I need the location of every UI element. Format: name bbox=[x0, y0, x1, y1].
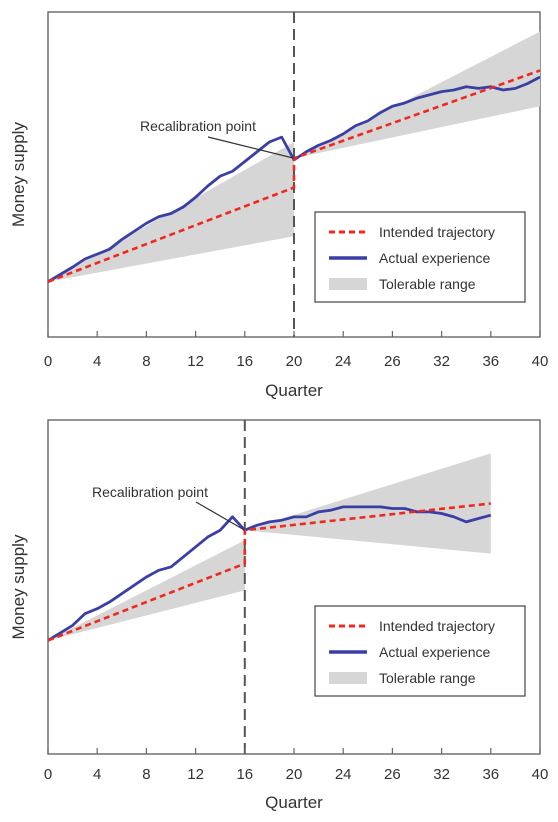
x-tick-label: 36 bbox=[482, 353, 499, 370]
x-tick-label: 0 bbox=[44, 766, 52, 783]
legend-label: Intended trajectory bbox=[379, 224, 495, 240]
x-tick-label: 24 bbox=[335, 766, 352, 783]
x-tick-label: 4 bbox=[93, 766, 101, 783]
x-tick-label: 12 bbox=[187, 766, 204, 783]
x-tick-label: 8 bbox=[142, 766, 150, 783]
x-tick-label: 8 bbox=[142, 353, 150, 370]
intended-trajectory-line bbox=[47, 502, 491, 642]
legend: Intended trajectory Actual experience Tole… bbox=[314, 211, 526, 303]
x-tick-label: 20 bbox=[286, 353, 303, 370]
y-axis-title: Money supply bbox=[9, 122, 28, 227]
x-axis-title: Quarter bbox=[265, 381, 323, 400]
legend-label: Tolerable range bbox=[379, 276, 476, 292]
x-tick-label: 16 bbox=[236, 766, 253, 783]
annotation-leader-line bbox=[195, 501, 246, 531]
legend-label: Tolerable range bbox=[379, 670, 476, 686]
actual-experience-line bbox=[47, 505, 492, 642]
recalibration-annotation: Recalibration point bbox=[140, 118, 256, 134]
legend-swatch-range bbox=[329, 672, 367, 684]
chart-panel-1: Recalibration point 0 4 8 12 16 20 24 26 32 36 40 Qu… bbox=[9, 11, 549, 400]
x-tick-label: 32 bbox=[433, 766, 450, 783]
x-tick-label: 26 bbox=[384, 353, 401, 370]
y-axis-title: Money supply bbox=[9, 534, 28, 639]
x-tick-label: 20 bbox=[286, 766, 303, 783]
x-tick-label: 40 bbox=[532, 353, 549, 370]
legend: Intended trajectory Actual experience Tole… bbox=[314, 605, 526, 697]
x-tick-label: 26 bbox=[384, 766, 401, 783]
x-tick-label: 24 bbox=[335, 353, 352, 370]
x-tick-label: 0 bbox=[44, 353, 52, 370]
x-tick-label: 4 bbox=[93, 353, 101, 370]
legend-label: Actual experience bbox=[379, 250, 491, 266]
tolerable-range-band bbox=[48, 453, 491, 641]
x-tick-label: 16 bbox=[236, 353, 253, 370]
annotation-leader-line bbox=[207, 136, 295, 159]
intended-trajectory-line bbox=[47, 69, 541, 283]
recalibration-annotation: Recalibration point bbox=[92, 484, 208, 500]
chart-panel-2: Recalibration point 0 4 8 12 16 20 24 26 32 36 40 Qu… bbox=[9, 419, 549, 812]
legend-label: Intended trajectory bbox=[379, 618, 495, 634]
x-tick-label: 32 bbox=[433, 353, 450, 370]
x-tick-label: 40 bbox=[532, 766, 549, 783]
actual-experience-line bbox=[47, 75, 541, 283]
legend-label: Actual experience bbox=[379, 644, 491, 660]
x-tick-label: 36 bbox=[482, 766, 499, 783]
legend-swatch-range bbox=[329, 278, 367, 290]
x-tick-label: 12 bbox=[187, 353, 204, 370]
x-axis-title: Quarter bbox=[265, 793, 323, 812]
